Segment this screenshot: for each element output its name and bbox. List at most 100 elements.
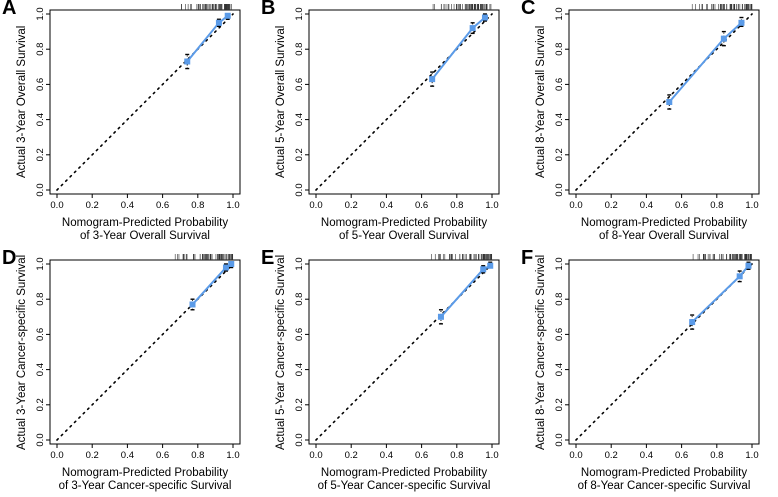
calibration-point [481,13,488,22]
calibration-point [480,265,487,274]
y-tick-label: 0.4 [35,113,46,126]
point-marker [480,266,487,273]
y-tick-label: 0.4 [35,363,46,376]
y-tick-label: 0.6 [554,78,565,91]
y-axis-label: Actual 5-Year Overall Survival [275,25,287,178]
point-marker [745,262,752,269]
x-axis-label-line: Nomogram-Predicted Probability [580,467,748,479]
x-tick-label: 0.8 [191,200,204,211]
y-tick-label: 0.4 [554,113,565,126]
x-tick-label: 0.4 [380,200,393,211]
x-axis-label-line: of 8-Year Cancer-specific Survival [577,480,751,492]
y-tick-label: 1.0 [554,7,565,20]
axes-frame [49,9,241,195]
x-axis-label-line: of 5-Year Cancer-specific Survival [317,480,491,492]
y-axis-label: Actual 3-Year Cancer-specific Survival [16,254,28,450]
point-marker [184,58,191,65]
calibration-panel-e: E 0.0 0.2 0.4 0.6 0.8 1.0 0.0 0.2 0.4 0.6 0.8 1.0 Nom… [259,247,518,497]
panel-letter: B [261,0,276,19]
x-tick-label: 0.8 [450,200,463,211]
point-marker [720,35,727,42]
y-tick-label: 0.0 [35,183,46,196]
plot-area: 0.0 0.2 0.4 0.6 0.8 1.0 0.0 0.2 0.4 0.6 0.8 1.0 [35,254,241,461]
panel-letter: F [521,247,534,269]
y-axis-label: Actual 3-Year Overall Survival [16,25,28,178]
y-tick-label: 0.0 [294,183,305,196]
point-marker [215,19,222,26]
x-tick-label: 0.0 [50,200,63,211]
point-marker [469,25,476,32]
x-axis-label: Nomogram-Predicted Probability of 3-Year … [35,467,255,493]
axes-frame [308,259,500,445]
y-tick-label: 1.0 [35,7,46,20]
x-tick-label: 0.8 [710,200,723,211]
calibration-point [745,261,752,270]
x-tick-label: 0.8 [191,450,204,461]
panel-letter: E [261,247,275,269]
calibration-panel-d: D 0.0 0.2 0.4 0.6 0.8 1.0 0.0 0.2 0.4 0.6 0.8 1.0 Nom… [0,247,259,497]
calibration-point [184,53,191,70]
y-tick-label: 0.8 [294,43,305,56]
y-tick-label: 1.0 [554,257,565,270]
point-marker [666,99,673,105]
y-tick-label: 0.2 [554,398,565,411]
x-tick-label: 0.0 [309,200,322,211]
y-tick-label: 0.8 [35,293,46,306]
calibration-line [431,16,486,80]
y-tick-label: 0.8 [554,43,565,56]
y-tick-label: 0.6 [294,328,305,341]
plot-area: 0.0 0.2 0.4 0.6 0.8 1.0 0.0 0.2 0.4 0.6 0.8 1.0 [554,4,760,211]
x-tick-label: 0.2 [605,450,618,461]
ideal-calibration-line [56,13,234,191]
point-marker [738,19,745,26]
calibration-point [469,22,476,35]
x-tick-label: 0.8 [450,450,463,461]
calibration-point [222,263,229,272]
point-marker [487,262,494,269]
panel-letter: C [521,0,536,19]
calibration-point [487,261,494,269]
x-tick-label: 1.0 [485,450,498,461]
x-axis-label-line: Nomogram-Predicted Probability [580,217,748,229]
ideal-calibration-line [575,263,753,441]
x-axis-label-line: of 3-Year Cancer-specific Survival [58,480,232,492]
y-axis-label: Actual 5-Year Cancer-specific Survival [275,254,287,450]
point-marker [736,273,743,280]
panel-letter: D [2,247,17,269]
axes-frame [568,9,760,195]
plot-area: 0.0 0.2 0.4 0.6 0.8 1.0 0.0 0.2 0.4 0.6 0.8 1.0 [294,4,500,211]
calibration-point [736,270,743,283]
y-tick-label: 0.8 [554,293,565,306]
y-tick-label: 0.4 [294,363,305,376]
calibration-point [228,261,235,269]
x-tick-label: 0.0 [50,450,63,461]
point-marker [429,76,436,83]
x-tick-label: 0.6 [156,200,169,211]
x-tick-label: 1.0 [745,200,758,211]
x-axis-label: Nomogram-Predicted Probability of 5-Year … [294,467,514,493]
y-tick-label: 0.4 [294,113,305,126]
x-axis-label: Nomogram-Predicted Probability of 8-Year … [554,467,774,493]
point-marker [189,301,196,308]
ideal-calibration-line [315,263,493,441]
x-tick-label: 1.0 [226,200,239,211]
y-tick-label: 0.0 [554,183,565,196]
x-tick-label: 0.4 [640,200,653,211]
point-marker [437,313,444,320]
calibration-panel-f: F 0.0 0.2 0.4 0.6 0.8 1.0 0.0 0.2 0.4 0.6 0.8 1.0 Nom… [519,247,778,497]
x-axis-label-line: of 5-Year Overall Survival [339,230,469,242]
x-tick-label: 0.0 [309,450,322,461]
calibration-point [429,71,436,87]
x-axis-label-line: of 8-Year Overall Survival [599,230,729,242]
x-axis-label-line: Nomogram-Predicted Probability [61,217,229,229]
y-axis-label: Actual 8-Year Overall Survival [535,25,547,178]
calibration-point [224,12,231,20]
plot-area: 0.0 0.2 0.4 0.6 0.8 1.0 0.0 0.2 0.4 0.6 0.8 1.0 [554,254,760,461]
x-tick-label: 0.6 [156,450,169,461]
y-tick-label: 0.8 [35,43,46,56]
y-tick-label: 0.2 [294,148,305,161]
x-tick-label: 1.0 [485,200,498,211]
calibration-point [437,309,444,325]
axes-frame [49,259,241,445]
y-tick-label: 0.6 [554,328,565,341]
